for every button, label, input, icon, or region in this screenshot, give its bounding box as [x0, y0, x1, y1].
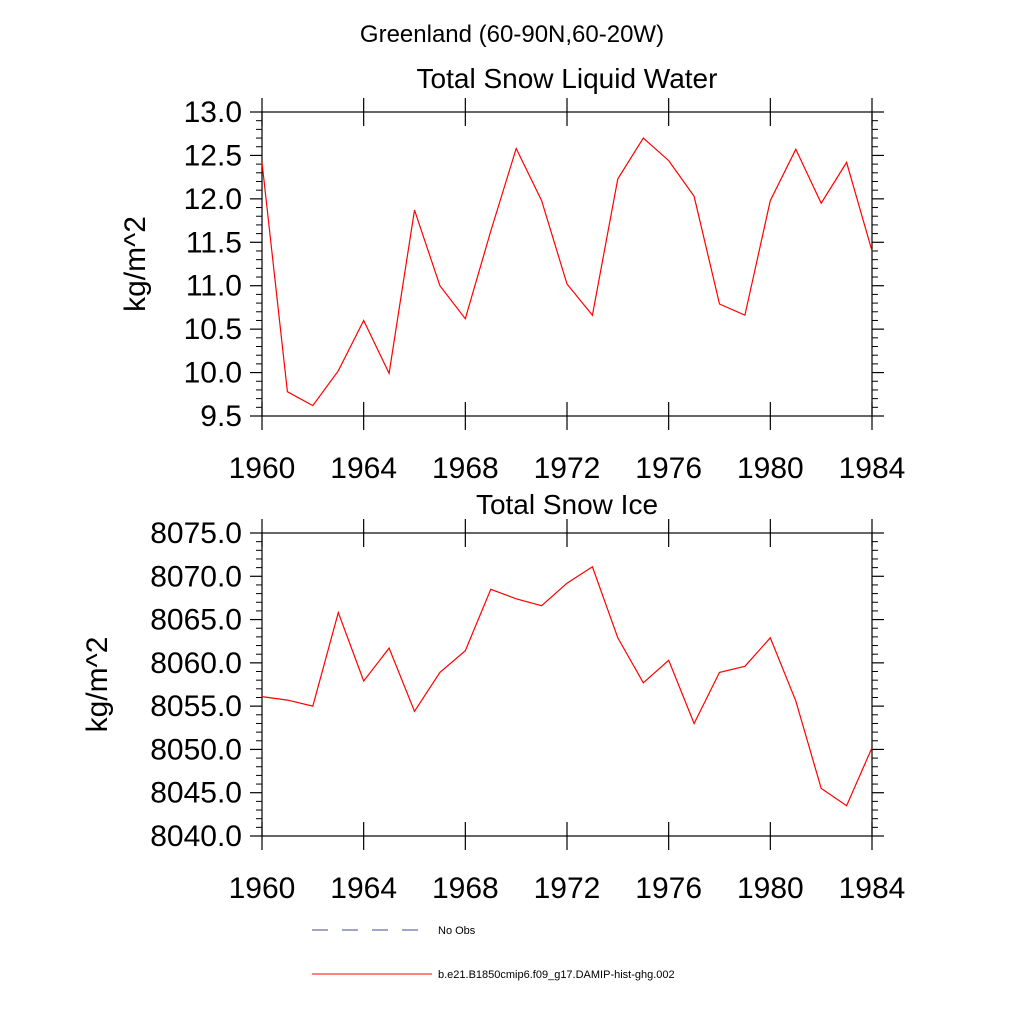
y-tick-label: 8050.0 — [150, 733, 242, 766]
y-tick-label: 11.5 — [186, 226, 242, 259]
y-tick-label: 11.0 — [186, 270, 242, 303]
plot-frame — [261, 111, 873, 417]
y-tick-label: 12.0 — [184, 183, 242, 216]
x-tick-label: 1972 — [534, 452, 601, 485]
y-tick-label: 8045.0 — [150, 777, 242, 810]
y-tick-label: 10.5 — [184, 313, 242, 346]
x-tick-label: 1968 — [432, 872, 499, 905]
chart-title: Total Snow Ice — [476, 489, 658, 520]
legend-entry: No Obs — [312, 925, 476, 937]
y-tick-label: 8070.0 — [150, 560, 242, 593]
chart-panel-2: Total Snow Ice kg/m^2 1960 1964 1968 1972 1976… — [81, 489, 905, 905]
y-tick-label: 8040.0 — [150, 820, 242, 853]
x-tick-label: 1984 — [839, 452, 906, 485]
y-tick-label: 9.5 — [200, 400, 242, 433]
x-tick-label: 1976 — [635, 452, 702, 485]
legend: No Obs b.e21.B1850cmip6.f09_g17.DAMIP-his… — [312, 925, 675, 981]
x-tick-label: 1968 — [432, 452, 499, 485]
legend-label: No Obs — [438, 925, 476, 937]
x-tick-label: 1972 — [534, 872, 601, 905]
page-title: Greenland (60-90N,60-20W) — [360, 21, 664, 48]
x-tick-label: 1984 — [839, 872, 906, 905]
y-tick-label: 8060.0 — [150, 647, 242, 680]
chart-panel-1: Total Snow Liquid Water kg/m^2 1960 1964 196… — [119, 63, 905, 485]
y-axis-label: kg/m^2 — [119, 216, 152, 312]
y-tick-label: 10.0 — [184, 357, 242, 390]
y-tick-label: 8075.0 — [150, 517, 242, 550]
y-axis-label: kg/m^2 — [81, 637, 114, 733]
series-line — [261, 137, 873, 407]
x-tick-label: 1960 — [229, 452, 296, 485]
x-tick-label: 1980 — [737, 452, 804, 485]
y-tick-label: 13.0 — [184, 96, 242, 129]
x-tick-label: 1964 — [330, 452, 397, 485]
legend-entry: b.e21.B1850cmip6.f09_g17.DAMIP-hist-ghg.… — [312, 969, 675, 981]
y-tick-label: 8065.0 — [150, 604, 242, 637]
y-tick-label: 12.5 — [184, 139, 242, 172]
series-line — [261, 565, 873, 807]
x-tick-label: 1960 — [229, 872, 296, 905]
plot-frame — [261, 532, 873, 837]
legend-label: b.e21.B1850cmip6.f09_g17.DAMIP-hist-ghg.… — [438, 969, 675, 981]
x-tick-label: 1964 — [330, 872, 397, 905]
chart-title: Total Snow Liquid Water — [417, 63, 718, 94]
y-tick-label: 8055.0 — [150, 690, 242, 723]
x-tick-label: 1976 — [635, 872, 702, 905]
panels: Total Snow Liquid Water kg/m^2 1960 1964 196… — [81, 63, 905, 905]
x-tick-label: 1980 — [737, 872, 804, 905]
